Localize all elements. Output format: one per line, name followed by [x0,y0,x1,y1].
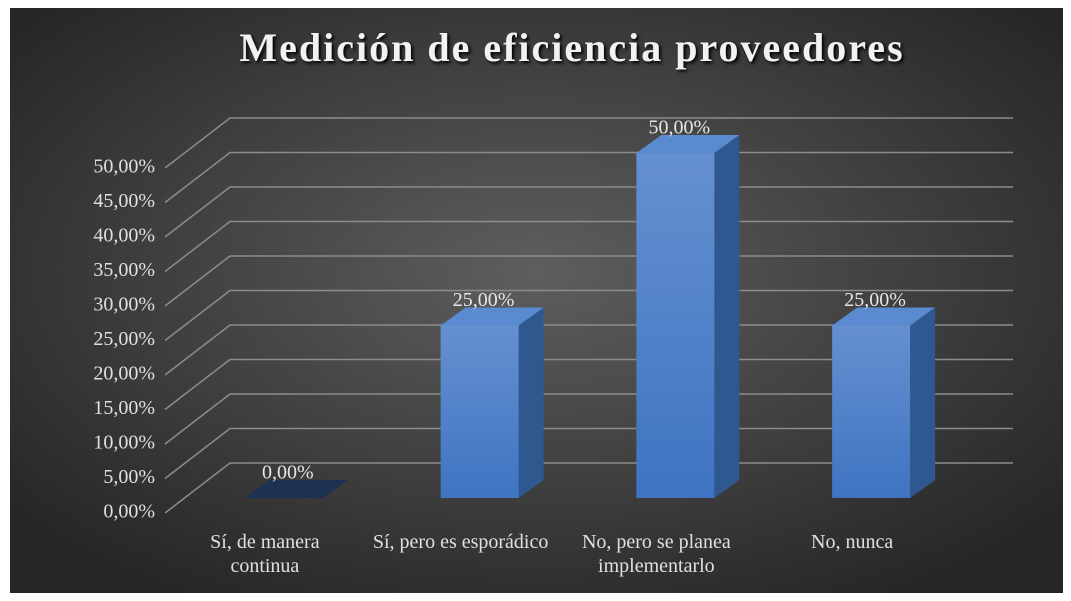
grid-line [164,358,1013,411]
y-tick-label: 0,00% [103,501,155,523]
bar [636,153,715,498]
grid-line [164,462,1013,514]
data-label: 25,00% [453,289,515,311]
y-tick-label: 15,00% [93,397,155,419]
grid-line [164,186,1013,238]
bar-side [518,307,544,498]
y-tick-label: 5,00% [103,466,155,488]
y-tick-label: 25,00% [93,328,155,350]
grid-line [164,220,1013,273]
grid-line [164,289,1013,342]
y-tick-label: 50,00% [93,156,155,178]
x-tick-label: Sí, de manera continua [210,531,320,577]
data-label: 50,00% [649,117,711,139]
y-tick-label: 30,00% [93,294,155,316]
data-label: 0,00% [262,462,314,484]
grid-line [164,324,1013,376]
y-tick-label: 20,00% [93,363,155,385]
bar [832,325,911,498]
bar [440,325,519,498]
y-tick-label: 40,00% [93,225,155,247]
chart-title: Medición de eficiencia proveedores [239,25,904,70]
x-tick-label: No, nunca [811,531,894,553]
bar-top [440,307,544,326]
bar-side [910,307,936,498]
data-label: 25,00% [844,289,906,311]
grid-line [164,255,1013,307]
bar-top [832,307,936,326]
bar-top [636,135,740,153]
grid-line [164,427,1013,480]
y-tick-label: 45,00% [93,190,155,212]
y-tick-label: 10,00% [93,432,155,454]
x-tick-label: Sí, pero es esporádico [372,531,549,553]
grid-line [164,393,1013,445]
grid-line [164,117,1013,169]
grid-line [164,151,1013,204]
bar-top [244,480,348,498]
bar-side [714,135,740,498]
x-tick-label: No, pero se planea implementarlo [581,531,731,577]
y-tick-label: 35,00% [93,259,155,281]
